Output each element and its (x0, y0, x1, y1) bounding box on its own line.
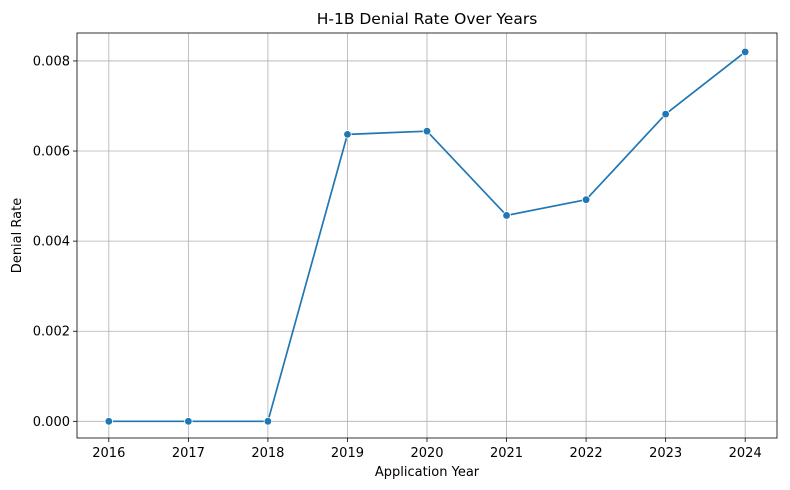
y-tick-label: 0.000 (33, 415, 70, 430)
x-tick-label: 2016 (92, 446, 125, 461)
x-tick-label: 2024 (729, 446, 762, 461)
data-point (263, 417, 273, 426)
y-tick-label: 0.006 (33, 145, 70, 160)
y-tick-label: 0.008 (33, 54, 70, 69)
y-axis-label: Denial Rate (10, 198, 25, 273)
x-tick-label: 2023 (649, 446, 682, 461)
data-point (422, 127, 432, 136)
series-layer (104, 47, 750, 426)
x-axis-ticks: 2016 2017 2018 2019 2020 2021 2022 2023 2024 (92, 438, 762, 461)
data-point (581, 195, 591, 204)
y-axis-ticks: 0.000 0.002 0.004 0.006 0.008 (33, 54, 77, 430)
data-point (343, 130, 352, 139)
data-point (661, 109, 670, 119)
data-point (184, 417, 193, 426)
y-tick-label: 0.002 (33, 325, 70, 340)
x-tick-label: 2018 (251, 446, 284, 461)
grid-lines (77, 33, 777, 438)
x-tick-label: 2022 (570, 446, 603, 461)
data-point (740, 47, 750, 57)
data-point (104, 417, 114, 426)
x-tick-label: 2017 (172, 446, 205, 461)
y-tick-label: 0.004 (33, 235, 70, 250)
x-tick-label: 2021 (490, 446, 523, 461)
data-point (502, 211, 511, 220)
x-axis-label: Application Year (375, 465, 480, 480)
x-tick-label: 2020 (410, 446, 443, 461)
chart-title: H-1B Denial Rate Over Years (317, 10, 538, 28)
x-tick-label: 2019 (331, 446, 364, 461)
